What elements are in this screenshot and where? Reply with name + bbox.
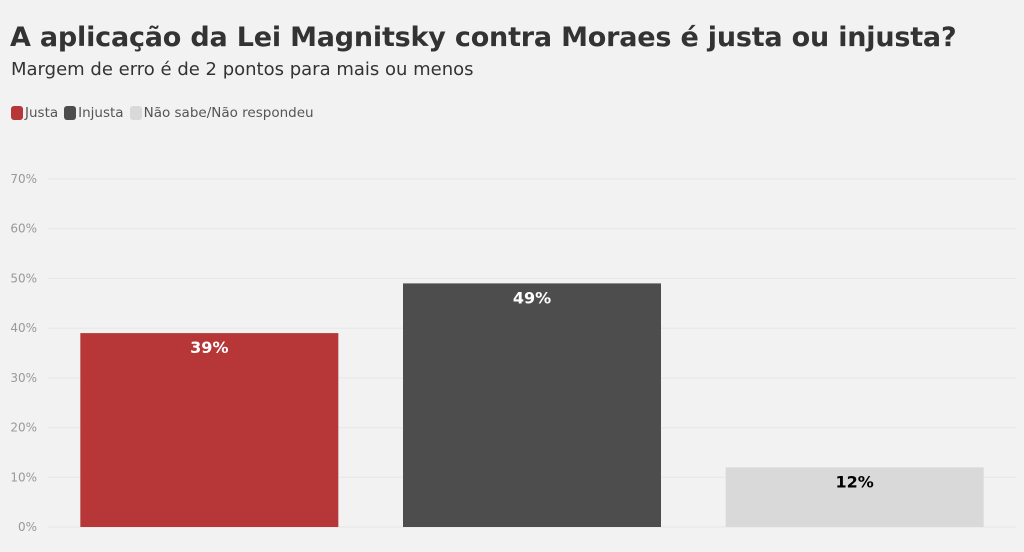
legend-item-justa[interactable]: Justa [11, 105, 58, 121]
y-tick-label: 50% [10, 271, 37, 285]
y-tick-label: 0% [18, 520, 37, 534]
legend-label-justa: Justa [25, 105, 59, 121]
y-tick-label: 70% [10, 172, 37, 186]
legend-label-injusta: Injusta [78, 105, 124, 121]
legend-swatch-injusta [64, 106, 77, 120]
legend-label-nao-sabe: Não sabe/Não respondeu [143, 105, 314, 121]
y-tick-label: 30% [10, 371, 37, 385]
legend-swatch-nao-sabe [129, 106, 142, 120]
legend-item-nao-sabe[interactable]: Não sabe/Não respondeu [129, 105, 314, 121]
y-tick-label: 20% [10, 421, 37, 435]
data-label-2: 12% [836, 472, 874, 491]
data-label-1: 49% [513, 288, 551, 307]
y-tick-label: 60% [10, 222, 37, 236]
legend: Justa Injusta Não sabe/Não respondeu [11, 105, 320, 121]
y-tick-label: 10% [10, 470, 37, 484]
bar-1[interactable] [403, 283, 661, 527]
legend-item-injusta[interactable]: Injusta [64, 105, 124, 121]
y-tick-label: 40% [10, 321, 37, 335]
chart-subtitle: Margem de erro é de 2 pontos para mais o… [11, 59, 474, 80]
legend-swatch-justa [11, 106, 23, 120]
bar-0[interactable] [80, 333, 339, 527]
chart-title: A aplicação da Lei Magnitsky contra Mora… [10, 22, 957, 53]
data-label-0: 39% [190, 338, 228, 357]
bar-2[interactable] [725, 467, 984, 527]
